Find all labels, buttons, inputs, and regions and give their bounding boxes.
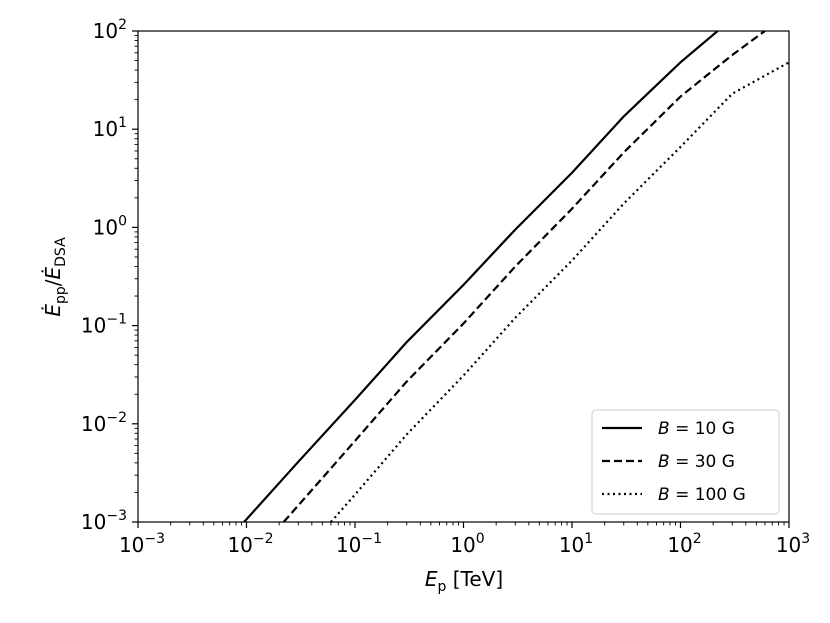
x-axis-label: Ep [TeV] xyxy=(425,567,503,595)
axes: 10−3 10−2 10−1 100 101 102 103 10−3 10−2 10−1 100 1… xyxy=(81,17,810,557)
x-tick-label: 102 xyxy=(667,531,701,557)
legend-entry-b100: B = 100 G xyxy=(602,485,746,505)
legend-label-b30: B = 30 G xyxy=(658,452,735,472)
y-tick-label: 100 xyxy=(93,213,127,239)
x-tick-label: 100 xyxy=(450,531,484,557)
series-line-1 xyxy=(243,31,719,522)
series-line-2 xyxy=(282,31,766,522)
legend: B = 10 G B = 30 G B = 100 G xyxy=(591,409,780,515)
y-tick-label: 10−1 xyxy=(81,312,127,338)
legend-box xyxy=(591,409,780,515)
legend-label-b10: B = 10 G xyxy=(658,419,735,439)
legend-entry-b10: B = 10 G xyxy=(602,419,735,439)
x-tick-label: 10−1 xyxy=(336,531,382,557)
plot-frame xyxy=(137,30,790,523)
y-tick-label: 101 xyxy=(93,115,127,141)
x-tick-label: 10−2 xyxy=(227,531,273,557)
x-tick-label: 10−3 xyxy=(119,531,165,557)
legend-entry-b30: B = 30 G xyxy=(602,452,735,472)
x-tick-label: 103 xyxy=(776,531,810,557)
x-tick-label: 101 xyxy=(559,531,593,557)
series-line-3 xyxy=(330,61,789,522)
y-tick-label: 10−2 xyxy=(81,410,127,436)
y-tick-label: 102 xyxy=(93,17,127,43)
plot-area xyxy=(243,31,789,522)
y-axis-label: Ėpp/ĖDSA xyxy=(41,237,69,317)
y-tick-label: 10−3 xyxy=(81,508,127,534)
legend-label-b100: B = 100 G xyxy=(658,485,746,505)
